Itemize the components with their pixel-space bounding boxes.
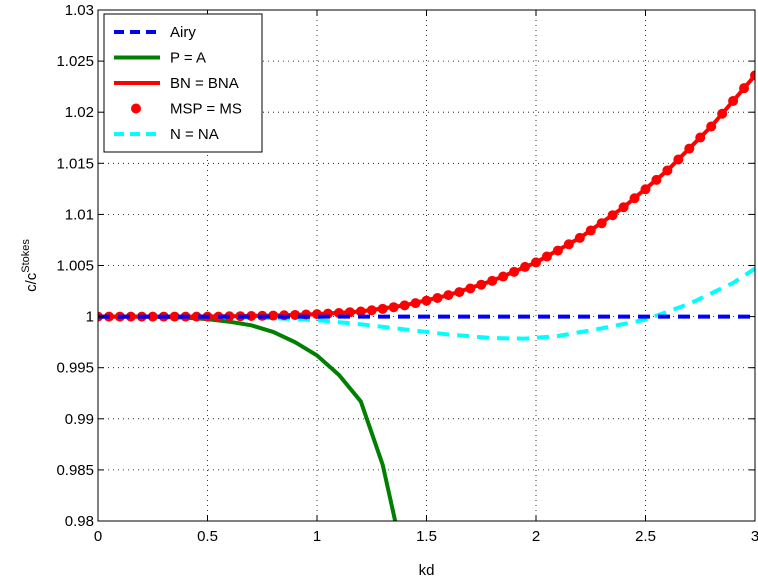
series-msp-ms-point bbox=[531, 257, 541, 268]
series-layer bbox=[98, 70, 755, 521]
series-msp-ms-point bbox=[520, 261, 531, 272]
series-msp-ms-point bbox=[750, 70, 755, 81]
series-msp-ms-point bbox=[585, 225, 596, 236]
y-tick-label: 0.99 bbox=[65, 411, 94, 428]
y-axis-label: c/cStokes bbox=[20, 239, 40, 292]
series-msp-ms-point bbox=[169, 311, 180, 322]
x-tick-label: 2 bbox=[532, 528, 540, 545]
series-msp-ms-point bbox=[629, 193, 640, 204]
series-msp-ms-point bbox=[476, 279, 487, 290]
legend-label-airy: Airy bbox=[170, 24, 196, 41]
y-tick-label: 0.995 bbox=[56, 360, 94, 377]
x-tick-label: 0.5 bbox=[197, 528, 218, 545]
y-axis-label-sup: Stokes bbox=[20, 239, 32, 273]
legend-marker-msp-ms bbox=[131, 103, 141, 114]
series-msp-ms-point bbox=[454, 287, 465, 298]
series-msp-ms-point bbox=[191, 311, 202, 322]
y-tick-label: 1 bbox=[86, 309, 94, 326]
series-msp-ms-point bbox=[377, 303, 388, 314]
series-msp-ms-point bbox=[673, 154, 684, 165]
series-msp-ms-point bbox=[366, 305, 377, 316]
ticks: 0 0.5 1 1.5 2 2.5 3 0.98 0.985 0.99 0.995 1 1.005 1.0… bbox=[56, 2, 758, 545]
series-msp-ms-point bbox=[465, 283, 476, 294]
x-tick-label: 1.5 bbox=[416, 528, 437, 545]
series-msp-ms-point bbox=[268, 310, 279, 321]
series-msp-ms-point bbox=[552, 245, 563, 256]
series-msp-ms-point bbox=[739, 83, 750, 94]
series-msp-ms-point bbox=[596, 218, 607, 229]
series-msp-ms-point bbox=[728, 95, 739, 106]
series-msp-ms-point bbox=[290, 309, 301, 320]
legend-label-msp-ms: MSP = MS bbox=[170, 101, 242, 118]
y-axis-label-main: c/c bbox=[23, 272, 40, 292]
x-axis-label: kd bbox=[419, 562, 435, 579]
series-msp-ms-point bbox=[487, 275, 498, 286]
series-msp-ms-point bbox=[432, 292, 443, 303]
series-msp-ms-point bbox=[410, 298, 421, 309]
series-msp-ms-point bbox=[421, 295, 432, 306]
series-msp-ms-point bbox=[355, 306, 366, 317]
series-msp-ms-point bbox=[618, 202, 629, 213]
y-tick-label: 0.985 bbox=[56, 462, 94, 479]
y-tick-label: 1.03 bbox=[65, 2, 94, 19]
y-tick-label: 1.015 bbox=[56, 155, 94, 172]
x-tick-label: 2.5 bbox=[635, 528, 656, 545]
series-msp-ms-point bbox=[706, 121, 717, 132]
legend-label-n-na: N = NA bbox=[170, 126, 219, 143]
series-msp-ms-point bbox=[399, 300, 410, 311]
series-msp-ms-point bbox=[125, 311, 136, 322]
series-msp-ms-point bbox=[662, 165, 673, 176]
series-msp-ms-point bbox=[563, 239, 574, 250]
y-tick-label: 1.01 bbox=[65, 206, 94, 223]
legend-label-bn-bna: BN = BNA bbox=[170, 75, 239, 92]
series-msp-ms-point bbox=[640, 184, 651, 195]
series-msp-ms-point bbox=[498, 271, 509, 282]
y-tick-label: 0.98 bbox=[65, 513, 94, 530]
y-tick-label: 1.025 bbox=[56, 53, 94, 70]
legend-label-p-a: P = A bbox=[170, 50, 206, 67]
series-msp-ms-point bbox=[443, 290, 454, 301]
x-tick-label: 1 bbox=[313, 528, 321, 545]
series-msp-ms-point bbox=[684, 143, 695, 154]
series-msp-ms-point bbox=[607, 210, 618, 221]
series-msp-ms-point bbox=[509, 266, 520, 277]
series-msp-ms-point bbox=[388, 302, 399, 313]
series-msp-ms-point bbox=[651, 174, 662, 185]
series-msp-ms-point bbox=[541, 251, 552, 262]
series-msp-ms-point bbox=[717, 108, 728, 119]
series-msp-ms-point bbox=[695, 132, 706, 143]
x-tick-label: 0 bbox=[94, 528, 102, 545]
series-msp-ms-point bbox=[574, 232, 585, 243]
y-tick-label: 1.005 bbox=[56, 258, 94, 275]
x-tick-label: 3 bbox=[751, 528, 758, 545]
legend: Airy P = A BN = BNA MSP = MS N = NA bbox=[103, 13, 263, 153]
y-tick-label: 1.02 bbox=[65, 104, 94, 121]
series-msp-ms-point bbox=[147, 311, 158, 322]
